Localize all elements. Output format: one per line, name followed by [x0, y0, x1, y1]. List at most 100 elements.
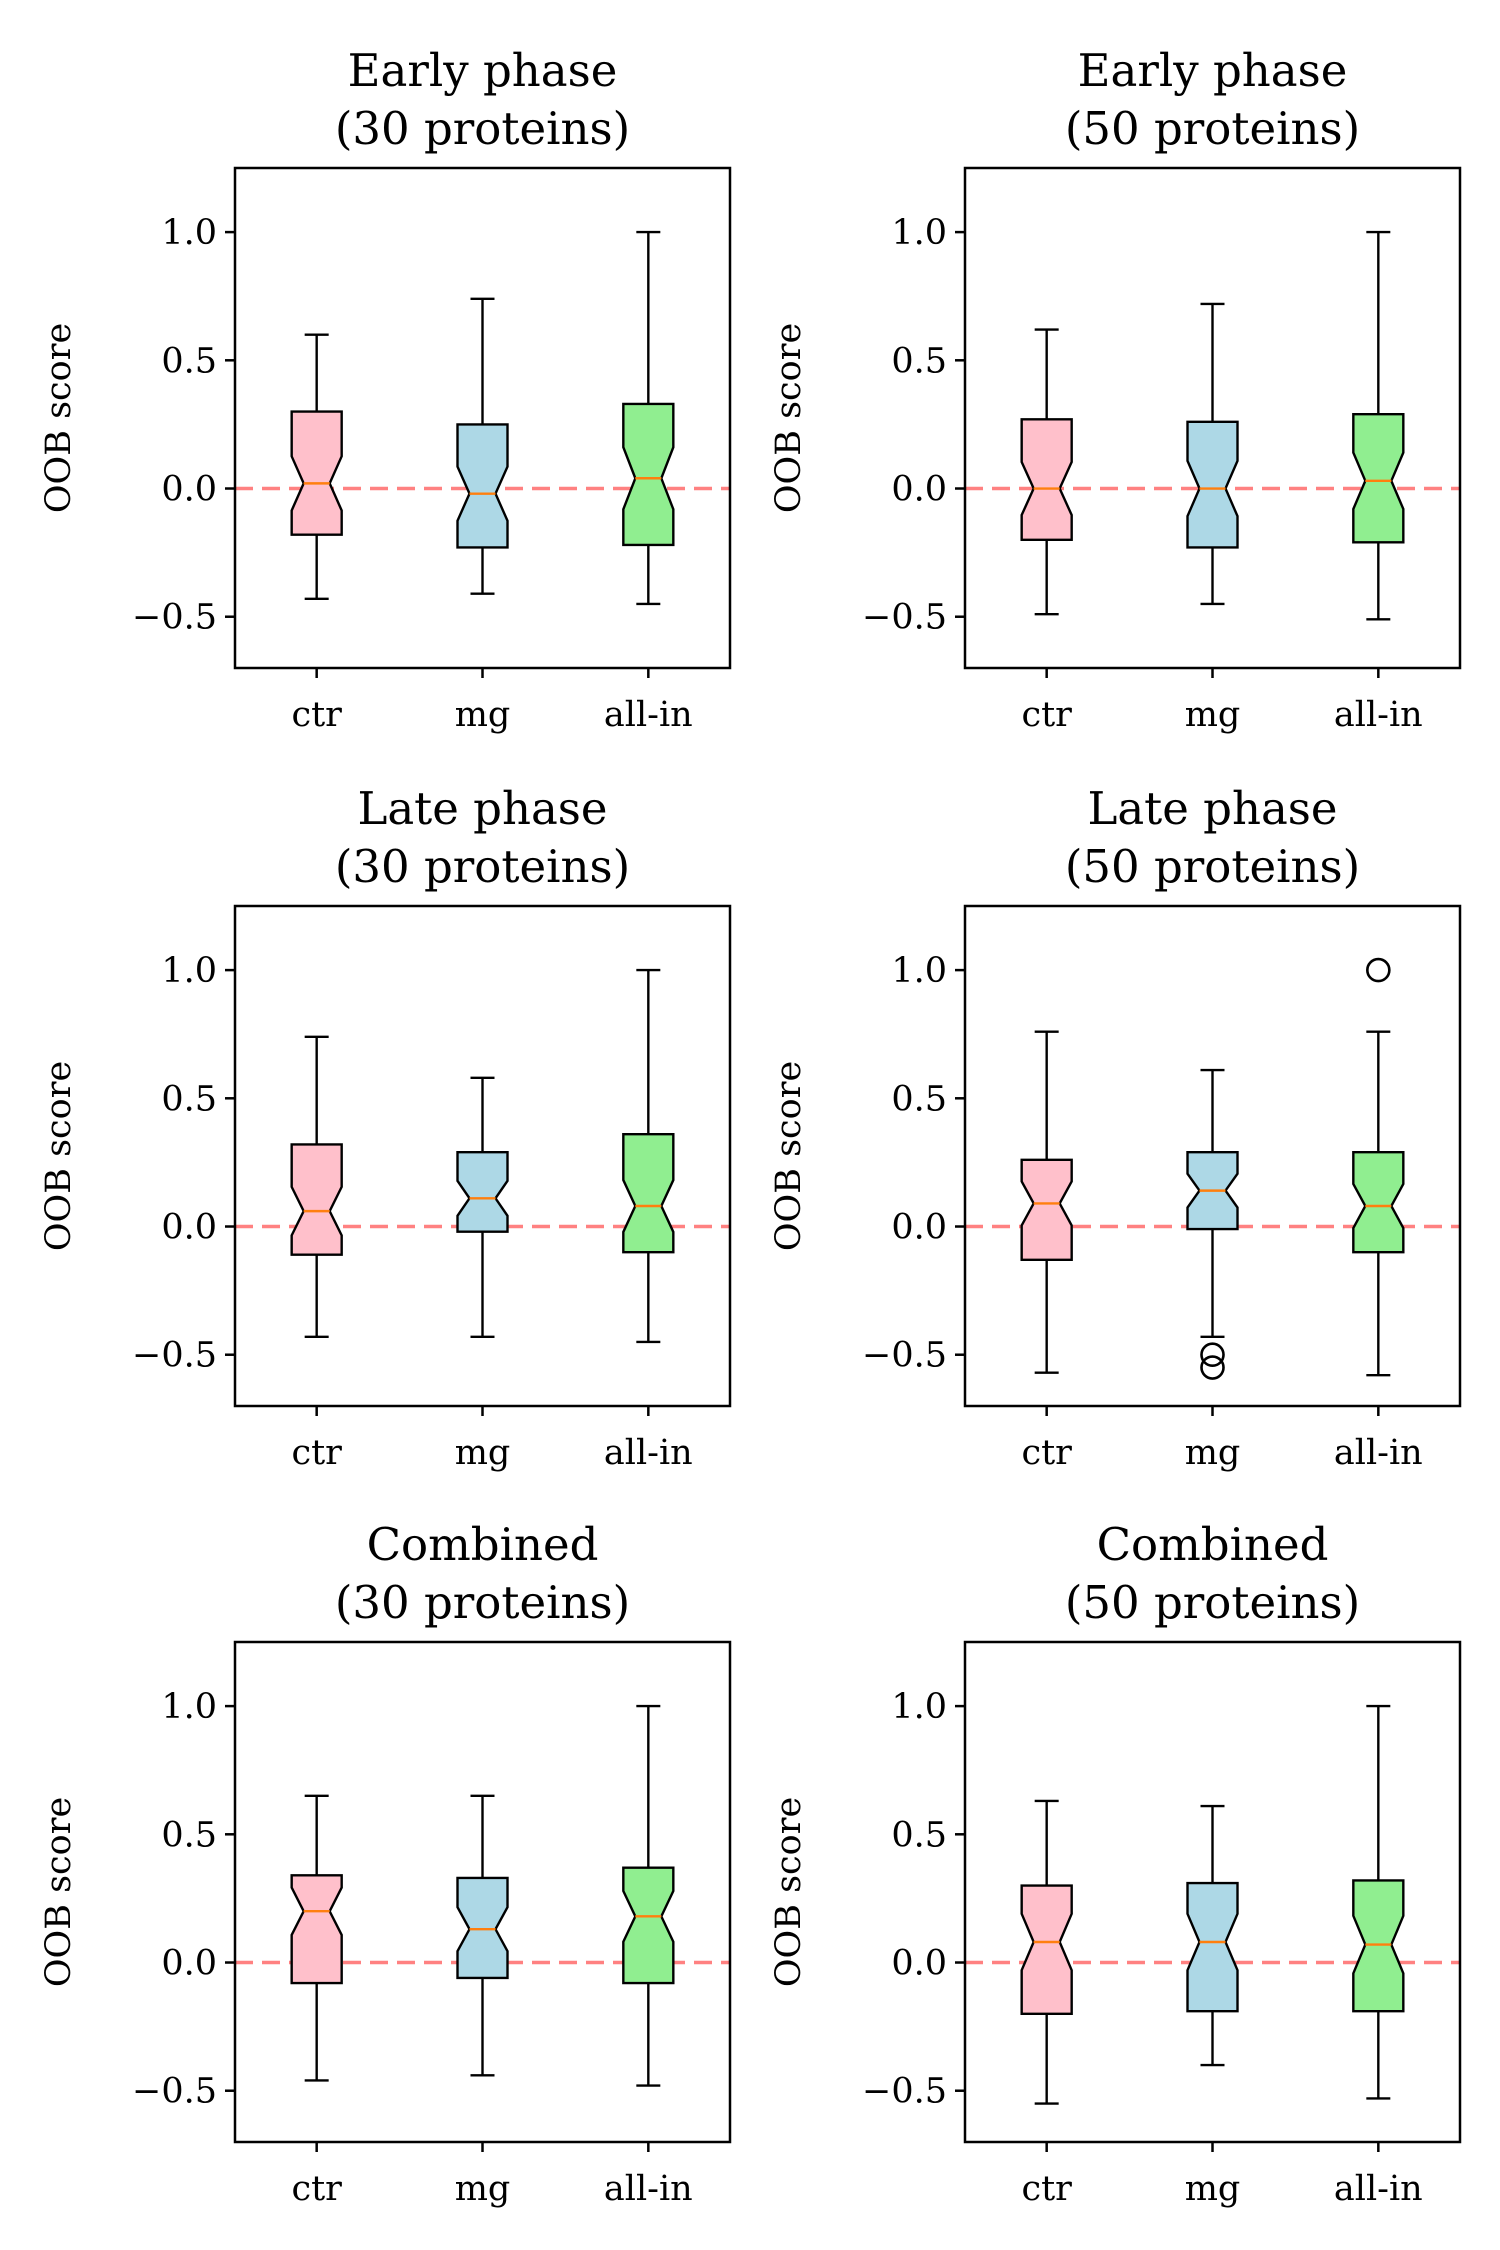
- box-body: [1186, 420, 1239, 549]
- y-tick-label: 1.0: [161, 213, 217, 253]
- x-tick-label: mg: [1185, 2169, 1241, 2209]
- x-tick-label: ctr: [291, 2169, 342, 2209]
- y-tick-label: 1.0: [161, 951, 217, 991]
- x-tick-label: ctr: [1021, 2169, 1072, 2209]
- box-ctr: [1020, 1799, 1073, 2105]
- axes-frame: [233, 166, 732, 670]
- box-ctr: [1020, 1030, 1073, 1374]
- y-tick-label: 0.5: [891, 1079, 947, 1119]
- outlier-point: [1200, 1342, 1225, 1368]
- subplot-3: Late phase(30 proteins) OOB score −0.5 0.0 0…: [39, 782, 732, 1473]
- box-body: [1352, 412, 1405, 544]
- x-tick-label: mg: [1185, 695, 1241, 735]
- y-axis-label: OOB score: [39, 1061, 79, 1251]
- box-body: [1352, 1879, 1405, 2013]
- outlier-point: [1200, 1355, 1225, 1380]
- subplot-2: Early phase(50 proteins) OOB score −0.5 0.0…: [769, 44, 1462, 735]
- outlier-point: [1366, 957, 1391, 983]
- y-axis-label: OOB score: [39, 1797, 79, 1987]
- box-body: [290, 1874, 343, 1985]
- subplot-subtitle: (50 proteins): [1065, 840, 1360, 893]
- x-tick-label: all-in: [1334, 695, 1423, 735]
- y-tick-label: 0.0: [891, 1944, 947, 1984]
- box-all-in: [622, 230, 675, 606]
- box-body: [1352, 1150, 1405, 1254]
- y-tick-label: −0.5: [862, 2072, 947, 2112]
- x-tick-label: mg: [1185, 1433, 1241, 1473]
- y-tick-label: 0.0: [161, 1944, 217, 1984]
- y-tick-label: 0.5: [161, 1815, 217, 1855]
- y-tick-label: −0.5: [132, 2072, 217, 2112]
- y-tick-label: 0.5: [161, 341, 217, 381]
- box-ctr: [290, 333, 343, 600]
- subplot-6: Combined(50 proteins) OOB score −0.5 0.0 0.5…: [769, 1518, 1462, 2209]
- box-all-in: [622, 1704, 675, 2087]
- box-body: [622, 1133, 675, 1254]
- subplot-title: Late phase: [357, 782, 607, 835]
- axes-frame: [963, 166, 1462, 670]
- y-tick-label: 0.0: [161, 470, 217, 510]
- box-mg: [456, 1794, 509, 2077]
- subplot-title: Late phase: [1087, 782, 1337, 835]
- y-tick-label: 1.0: [891, 1687, 947, 1727]
- box-body: [1020, 1884, 1073, 2015]
- x-tick-label: ctr: [1021, 1433, 1072, 1473]
- box-all-in: [1352, 957, 1405, 1377]
- x-tick-label: all-in: [604, 2169, 693, 2209]
- box-all-in: [622, 968, 675, 1344]
- box-body: [290, 1143, 343, 1256]
- subplot-subtitle: (30 proteins): [335, 1576, 630, 1629]
- y-tick-label: 0.0: [161, 1208, 217, 1248]
- axes-frame: [963, 904, 1462, 1408]
- x-tick-label: all-in: [604, 1433, 693, 1473]
- x-tick-label: ctr: [1021, 695, 1072, 735]
- axes-frame: [233, 904, 732, 1408]
- subplot-4: Late phase(50 proteins) OOB score −0.5 0.0 0…: [769, 782, 1462, 1473]
- y-tick-label: 0.5: [891, 1815, 947, 1855]
- y-tick-label: 0.5: [161, 1079, 217, 1119]
- x-tick-label: mg: [455, 695, 511, 735]
- box-body: [456, 423, 509, 549]
- y-tick-label: 0.0: [891, 470, 947, 510]
- y-tick-label: 1.0: [891, 951, 947, 991]
- box-ctr: [1020, 328, 1073, 616]
- x-tick-label: all-in: [1334, 1433, 1423, 1473]
- box-mg: [1186, 1804, 1239, 2067]
- subplot-subtitle: (50 proteins): [1065, 1576, 1360, 1629]
- box-body: [1020, 418, 1073, 541]
- subplot-5: Combined(30 proteins) OOB score −0.5 0.0 0.5…: [39, 1518, 732, 2209]
- y-tick-label: −0.5: [132, 598, 217, 638]
- subplot-1: Early phase(30 proteins) OOB score −0.5 0.0…: [39, 44, 732, 735]
- axes-frame: [963, 1640, 1462, 2144]
- x-tick-label: ctr: [291, 695, 342, 735]
- box-body: [622, 402, 675, 547]
- box-mg: [456, 297, 509, 595]
- y-tick-label: −0.5: [862, 598, 947, 638]
- subplot-title: Early phase: [1078, 44, 1348, 97]
- y-tick-label: −0.5: [132, 1336, 217, 1376]
- box-body: [456, 1150, 509, 1233]
- box-mg: [1186, 1068, 1239, 1380]
- subplot-title: Combined: [1097, 1518, 1329, 1571]
- box-body: [622, 1866, 675, 1985]
- y-tick-label: 0.0: [891, 1208, 947, 1248]
- y-axis-label: OOB score: [39, 323, 79, 513]
- y-axis-label: OOB score: [769, 1061, 809, 1251]
- y-tick-label: 1.0: [891, 213, 947, 253]
- x-tick-label: mg: [455, 1433, 511, 1473]
- box-body: [290, 410, 343, 536]
- x-tick-label: ctr: [291, 1433, 342, 1473]
- x-tick-label: all-in: [1334, 2169, 1423, 2209]
- x-tick-label: all-in: [604, 695, 693, 735]
- box-mg: [456, 1076, 509, 1338]
- box-body: [1020, 1158, 1073, 1262]
- subplot-subtitle: (30 proteins): [335, 840, 630, 893]
- box-ctr: [290, 1035, 343, 1338]
- box-ctr: [290, 1794, 343, 2082]
- subplot-title: Combined: [367, 1518, 599, 1571]
- y-axis-label: OOB score: [769, 323, 809, 513]
- subplot-subtitle: (50 proteins): [1065, 102, 1360, 155]
- box-body: [456, 1876, 509, 1980]
- box-all-in: [1352, 1704, 1405, 2100]
